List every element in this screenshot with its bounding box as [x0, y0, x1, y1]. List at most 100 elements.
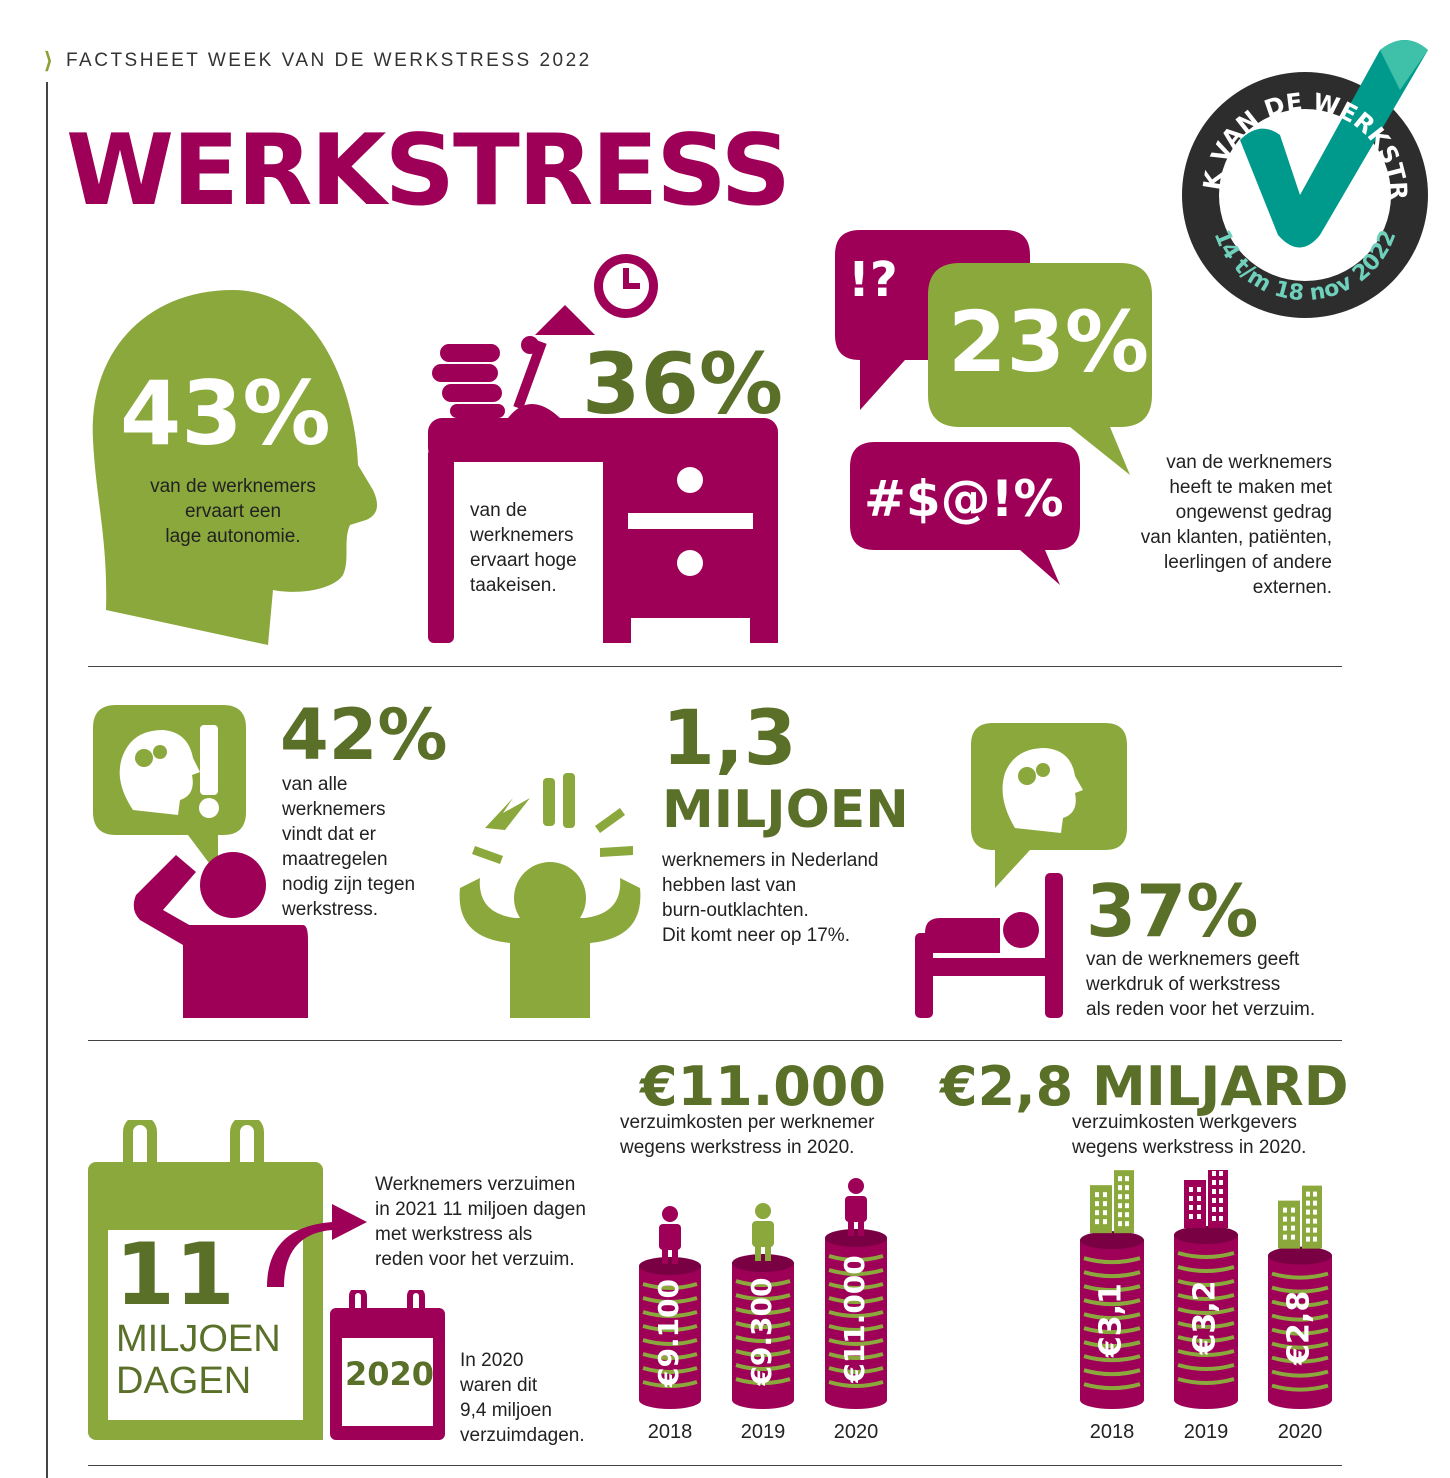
burnout-text-line: Dit komt neer op 17%.: [662, 925, 850, 946]
person-leg: [672, 1247, 678, 1264]
bar-year-label: 2019: [741, 1421, 786, 1443]
speech-symbols-1: !?: [848, 252, 898, 308]
small-calendar-icon: [330, 1290, 445, 1440]
bar-base: [732, 1391, 794, 1409]
bar-stripe: [1177, 1265, 1235, 1273]
bar-stripe: [735, 1293, 791, 1302]
bar-stripe: [1177, 1363, 1235, 1371]
burnout-text-line: werknemers in Nederland: [662, 850, 879, 871]
days-2020-line: 9,4 miljoen: [460, 1400, 552, 1421]
building-window: [1095, 1192, 1099, 1198]
person-body: [659, 1223, 681, 1250]
bar-stripe: [1271, 1355, 1329, 1364]
measures-text-line: van alle: [282, 774, 348, 795]
sick-in-bed-icon: [915, 723, 1127, 1018]
bar-top: [639, 1256, 701, 1275]
building-window: [1306, 1191, 1310, 1197]
bar-stripe: [828, 1380, 884, 1388]
behaviour-text-line: externen.: [1252, 577, 1332, 598]
behaviour-text-line: heeft te maken met: [1169, 477, 1332, 498]
bar-stripe: [828, 1366, 884, 1374]
days-value: 11: [115, 1225, 235, 1325]
building-window: [1103, 1201, 1107, 1207]
building-window: [1118, 1221, 1122, 1227]
bar-stripe: [828, 1324, 884, 1332]
bar-stripe: [1177, 1377, 1235, 1385]
person-leg: [765, 1245, 771, 1262]
demands-text-line: ervaart hoge: [470, 550, 577, 571]
calendar-icon: [88, 1120, 323, 1440]
building-window: [1212, 1198, 1216, 1203]
bar-stripe: [1177, 1335, 1235, 1343]
bar-year-label: 2019: [1184, 1421, 1229, 1443]
building-window: [1306, 1209, 1310, 1215]
autonomy-text-line: lage autonomie.: [165, 526, 301, 547]
cost-employer-text-line: verzuimkosten werkgevers: [1072, 1112, 1297, 1133]
person-thinking-icon: [93, 705, 308, 1018]
building-window: [1095, 1201, 1099, 1207]
speech-bubbles-icon: [835, 230, 1152, 585]
measures-value: 42%: [280, 694, 448, 776]
building-window: [1095, 1219, 1099, 1225]
building: [1278, 1200, 1300, 1249]
bar-value-label: €2,8: [1282, 1291, 1317, 1366]
absence-text-line: werkdruk of werkstress: [1086, 974, 1281, 995]
building: [1302, 1185, 1322, 1249]
building-window: [1306, 1227, 1310, 1233]
bar-stripe: [1083, 1284, 1141, 1293]
cost-employee-text: verzuimkosten per werknemer wegens werks…: [620, 1110, 920, 1160]
cost-employer-value: €2,8 MILJARD: [940, 1055, 1349, 1118]
bar-stripe: [828, 1254, 884, 1262]
bar-2018: €3,1 2018: [1080, 1170, 1144, 1443]
burnout-text-line: hebben last van: [662, 875, 797, 896]
days-text-line: reden voor het verzuim.: [375, 1249, 575, 1270]
bar-base: [825, 1391, 887, 1409]
bar-stripe: [642, 1282, 698, 1290]
demands-value: 36%: [582, 335, 784, 433]
building-window: [1118, 1194, 1122, 1200]
head-icon: [92, 290, 378, 645]
bar-stripe: [1083, 1382, 1141, 1391]
person-head: [662, 1205, 678, 1222]
bar-stripe: [1177, 1251, 1235, 1259]
days-2020-line: waren dit: [460, 1375, 538, 1396]
building-window: [1125, 1212, 1129, 1218]
bar-2020: €11.000 2020: [825, 1178, 887, 1443]
building-window: [1306, 1200, 1310, 1206]
building-window: [1212, 1171, 1216, 1176]
building-window: [1118, 1203, 1122, 1209]
building-window: [1219, 1180, 1223, 1185]
bar-stripe: [1271, 1271, 1329, 1280]
behaviour-text-line: leerlingen of andere: [1164, 552, 1332, 573]
days-2020-line: In 2020: [460, 1350, 524, 1371]
building-window: [1103, 1210, 1107, 1216]
bar-stripe: [1177, 1307, 1235, 1315]
measures-text-line: werkstress.: [282, 899, 379, 920]
bar-body: [1174, 1235, 1238, 1400]
page-title: WERKSTRESS: [66, 114, 791, 228]
building-window: [1291, 1234, 1295, 1240]
demands-text-line: werknemers: [470, 525, 574, 546]
bar-stripe: [642, 1338, 698, 1346]
person-body: [845, 1196, 867, 1222]
bar-stripe: [735, 1377, 791, 1386]
building-window: [1095, 1210, 1099, 1216]
days-2020-text: In 2020 waren dit 9,4 miljoen verzuimdag…: [460, 1348, 630, 1448]
speech-symbols-2: #$@!%: [864, 470, 1064, 528]
demands-text: van de werknemers ervaart hoge taakeisen…: [470, 498, 610, 598]
bar-2020: €2,8 2020: [1268, 1185, 1332, 1443]
bar-stripe: [1177, 1279, 1235, 1287]
person-body: [752, 1221, 774, 1248]
bar-2019: €3,2 2019: [1174, 1170, 1238, 1443]
bar-stripe: [1177, 1349, 1235, 1357]
building-window: [1306, 1236, 1310, 1242]
bar-base: [1268, 1391, 1332, 1409]
building: [1114, 1170, 1134, 1234]
days-text-line: in 2021 11 miljoen dagen: [375, 1199, 586, 1220]
building-window: [1197, 1205, 1201, 1210]
bar-stripe: [1271, 1327, 1329, 1336]
building-window: [1283, 1225, 1287, 1231]
desk-icon: [428, 418, 778, 643]
building-window: [1125, 1203, 1129, 1209]
header-mark: ⟩: [44, 48, 53, 73]
